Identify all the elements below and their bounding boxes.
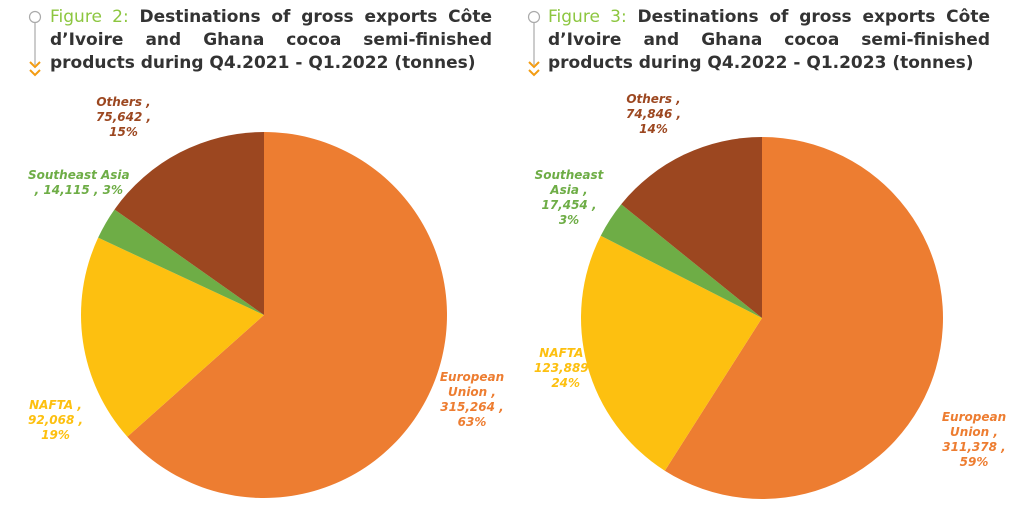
label-others: Others , 75,642 , 15% — [96, 95, 152, 139]
figure-number: Figure 3: — [548, 7, 627, 27]
label-others: Others , 74,846 , 14% — [626, 92, 682, 136]
pie-slice-others — [114, 132, 264, 315]
pie-slice-southeast-asia — [98, 209, 264, 315]
pie-slice-southeast-asia — [600, 204, 762, 318]
figure-2-title: Figure 2: Destinations of gross exports … — [50, 6, 492, 75]
label-nafta: NAFTA , 92,068 , 19% — [28, 398, 84, 442]
timeline-marker-icon — [28, 10, 42, 77]
title-text: Destinations of gross exports Côte d’Ivo… — [50, 7, 492, 73]
pie-slice-european-union — [664, 137, 943, 499]
pie-slice-others — [621, 137, 762, 318]
label-southeast-asia: Southeast Asia, 14,115 , 3% — [28, 168, 130, 197]
figure-3-title: Figure 3: Destinations of gross exports … — [548, 6, 990, 75]
pie-slice-nafta — [581, 235, 762, 471]
pie-slice-european-union — [127, 132, 448, 498]
pie-slice-nafta — [80, 237, 264, 437]
timeline-marker-icon — [527, 10, 541, 77]
label-european-union: European Union , 311,378 , 59% — [941, 410, 1007, 469]
label-nafta: NAFTA , 123,889 , 24% — [534, 346, 598, 390]
label-european-union: European Union , 315,264 , 63% — [439, 370, 505, 429]
figure-number: Figure 2: — [50, 7, 129, 27]
title-text: Destinations of gross exports Côte d’Ivo… — [548, 7, 990, 73]
label-southeast-asia: Southeast Asia , 17,454 , 3% — [534, 168, 604, 227]
